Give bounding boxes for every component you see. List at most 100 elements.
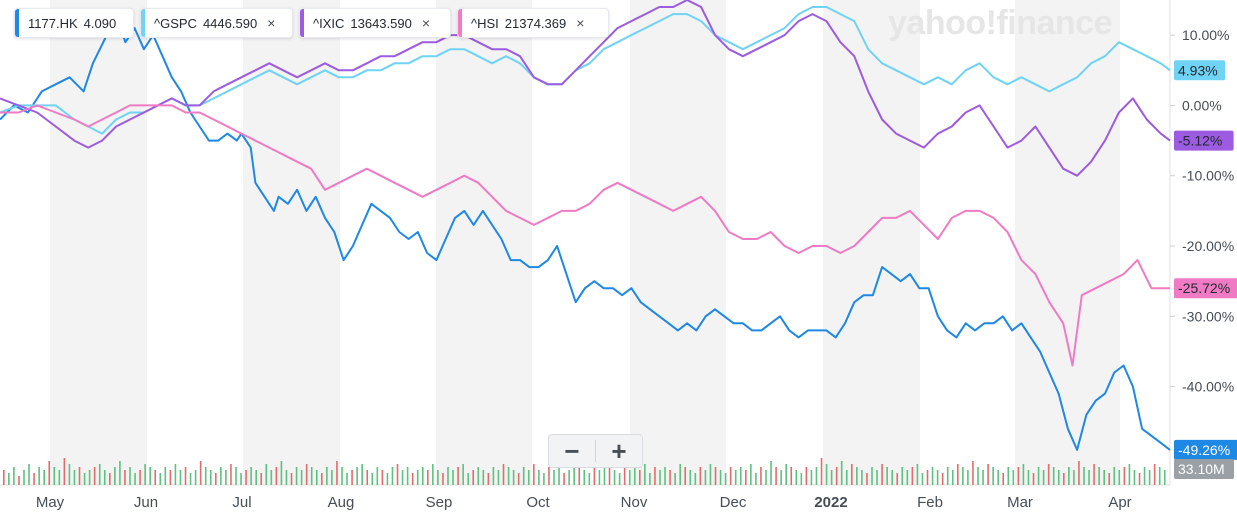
volume-bar: [1012, 470, 1015, 485]
close-icon[interactable]: ×: [576, 15, 585, 31]
volume-bar: [1057, 470, 1060, 485]
volume-bar: [467, 473, 469, 485]
x-tick-label: Nov: [621, 494, 648, 511]
volume-bar: [704, 470, 707, 485]
legend-symbol: ^HSI: [471, 15, 499, 31]
month-band: [630, 0, 726, 485]
volume-bar: [93, 467, 96, 485]
legend-chip-1177hk[interactable]: 1177.HK 4.090: [14, 8, 134, 38]
end-label-text: 4.93%: [1178, 62, 1218, 78]
end-label-ixic: -5.12%: [1174, 130, 1234, 151]
volume-bar: [411, 473, 414, 485]
volume-bar: [1047, 464, 1050, 485]
end-label-text: -5.12%: [1178, 133, 1222, 149]
close-icon[interactable]: ×: [267, 15, 276, 31]
volume-bar: [245, 470, 247, 485]
volume-bar: [946, 467, 949, 485]
volume-bar: [558, 467, 560, 485]
volume-bar: [416, 470, 419, 485]
legend-chip-ixic[interactable]: ^IXIC 13643.590 ×: [299, 8, 451, 38]
volume-bar: [669, 470, 671, 485]
volume-bar: [522, 467, 525, 485]
volume-bar: [639, 470, 641, 485]
volume-bar: [73, 470, 76, 485]
volume-bar: [240, 473, 242, 485]
series-line-1177hk: [0, 13, 1171, 451]
volume-bar: [593, 467, 596, 485]
volume-bar: [1093, 464, 1095, 485]
legend-symbol: ^IXIC: [313, 15, 345, 31]
volume-bar: [694, 473, 697, 485]
volume-bar: [452, 470, 454, 485]
volume-bar: [1153, 464, 1156, 485]
volume-bar: [734, 470, 737, 485]
volume-bar: [871, 467, 873, 485]
volume-bar: [805, 467, 808, 485]
volume-bar: [568, 470, 570, 485]
volume-bar: [1163, 470, 1166, 485]
volume-bar: [341, 467, 343, 485]
volume-bar: [225, 470, 227, 485]
volume-bar: [967, 470, 969, 485]
volume-bar: [437, 470, 439, 485]
volume-bar: [845, 470, 848, 485]
volume-bar: [83, 473, 86, 485]
x-tick-label: Jul: [232, 494, 251, 511]
volume-bar: [290, 473, 293, 485]
volume-bar: [1118, 470, 1121, 485]
volume-bar: [533, 464, 535, 485]
volume-bar: [194, 470, 197, 485]
volume-bar: [543, 473, 545, 485]
month-band: [243, 0, 340, 485]
volume-bar: [1088, 470, 1090, 485]
close-icon[interactable]: ×: [421, 15, 431, 31]
volume-bar: [310, 467, 313, 485]
volume-bar: [548, 467, 550, 485]
volume-bar: [457, 467, 459, 485]
volume-bar: [189, 473, 192, 485]
legend-chip-gspc[interactable]: ^GSPC 4446.590 ×: [140, 8, 293, 38]
x-tick-label: Apr: [1108, 494, 1131, 511]
volume-bar: [391, 467, 394, 485]
volume-bar: [810, 470, 813, 485]
volume-bar: [886, 467, 888, 485]
volume-bar: [114, 467, 116, 485]
volume-bar: [401, 470, 404, 485]
volume-bar: [770, 461, 772, 485]
volume-bar: [750, 464, 752, 485]
volume-bar: [901, 467, 904, 485]
series-color-bar: [141, 9, 145, 37]
series-line-gspc: [0, 6, 1171, 135]
volume-bar: [644, 464, 646, 485]
volume-bar: [972, 461, 974, 485]
volume-bar: [951, 470, 954, 485]
y-tick-label: 0.00%: [1182, 97, 1222, 113]
volume-bar: [1133, 470, 1136, 485]
volume-label-text: 33.10M: [1178, 461, 1225, 477]
zoom-out-button[interactable]: −: [564, 436, 580, 466]
volume-bar: [780, 470, 782, 485]
legend-value: 4.090: [83, 15, 117, 31]
zoom-in-button[interactable]: +: [611, 436, 627, 466]
volume-bar: [1128, 464, 1131, 485]
end-label-text: -25.72%: [1178, 280, 1230, 296]
volume-bar: [144, 464, 146, 485]
volume-bar: [573, 464, 575, 485]
series-color-bar: [458, 9, 462, 37]
x-tick-label: May: [36, 494, 65, 511]
volume-bar: [406, 467, 409, 485]
legend-value: 4446.590: [202, 15, 258, 31]
month-band: [50, 0, 147, 485]
volume-bar: [98, 464, 101, 485]
volume-bar: [13, 467, 15, 485]
legend-chip-hsi[interactable]: ^HSI 21374.369 ×: [457, 8, 609, 38]
volume-bar: [820, 458, 823, 485]
volume-bar: [43, 470, 45, 485]
volume-bar: [321, 473, 323, 485]
volume-bar: [275, 467, 278, 485]
y-tick-label: 10.00%: [1182, 27, 1229, 43]
volume-bar: [381, 470, 384, 485]
volume-bar: [184, 467, 187, 485]
volume-bar: [33, 473, 35, 485]
